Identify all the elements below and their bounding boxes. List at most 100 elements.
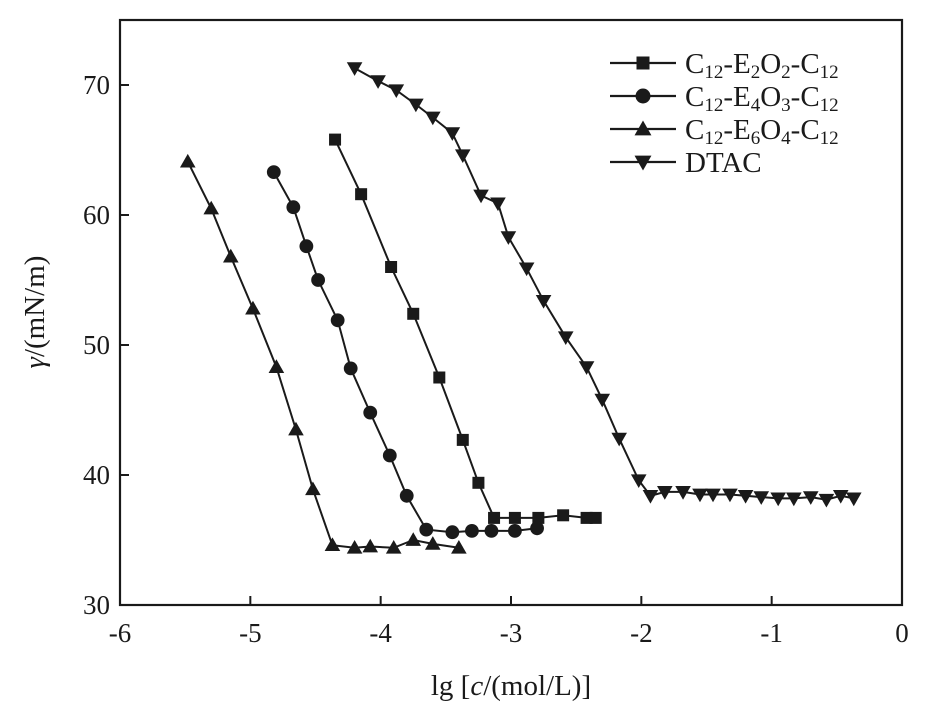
x-tick-label: -6: [109, 618, 132, 648]
y-tick-label: 60: [83, 200, 110, 230]
data-point: [635, 88, 651, 104]
data-point: [299, 239, 314, 254]
data-point: [222, 248, 239, 263]
data-point: [385, 261, 398, 273]
data-point: [329, 133, 342, 146]
series-triangle-down: [346, 62, 862, 508]
data-point: [245, 300, 261, 315]
y-axis-label: γ/(mN/m): [19, 256, 51, 369]
data-point: [382, 448, 397, 463]
series-line: [272, 171, 538, 534]
data-point: [388, 84, 405, 98]
data-point: [408, 98, 424, 113]
axes: -6 -5 -4 -3 -2 -1 0 30 40 50 60 70: [83, 70, 909, 648]
data-point: [472, 476, 485, 489]
data-point: [451, 540, 467, 554]
data-point: [425, 111, 441, 126]
data-point: [399, 488, 414, 503]
data-point: [705, 488, 721, 503]
legend-item: C12-E4O3-C12: [610, 81, 839, 116]
x-tick-label: 0: [895, 618, 909, 648]
data-point: [445, 525, 460, 540]
data-point: [753, 491, 770, 505]
data-point: [484, 524, 499, 538]
x-tick-label: -5: [239, 618, 262, 648]
data-point: [557, 509, 570, 522]
y-tick-label: 50: [83, 330, 110, 360]
data-point: [786, 492, 802, 507]
data-point: [802, 491, 819, 505]
series-line: [186, 161, 460, 549]
data-point: [692, 488, 708, 503]
data-point: [634, 120, 652, 136]
legend-label: C12-E4O3-C12: [685, 81, 839, 116]
data-point: [286, 200, 301, 215]
data-point: [203, 200, 220, 215]
x-tick-label: -1: [760, 618, 783, 648]
data-point: [594, 393, 611, 408]
data-point: [288, 421, 304, 436]
data-point: [845, 492, 862, 507]
data-point: [362, 538, 379, 553]
data-point: [770, 492, 786, 507]
data-point: [385, 540, 402, 554]
data-point: [832, 489, 849, 504]
series-square: [329, 133, 602, 524]
data-point: [444, 127, 461, 141]
data-point: [508, 524, 522, 538]
x-axis-label: lg [c/(mol/L)]: [431, 670, 591, 702]
data-point: [363, 405, 378, 420]
data-point: [634, 155, 652, 171]
data-point: [305, 481, 321, 496]
data-point: [557, 331, 574, 345]
data-point: [465, 524, 479, 538]
data-point: [311, 273, 326, 287]
data-point: [343, 361, 358, 376]
x-tick-label: -2: [630, 618, 653, 648]
data-point: [346, 62, 363, 76]
legend-item: DTAC: [610, 147, 762, 179]
data-point: [530, 521, 544, 536]
data-point: [370, 75, 386, 89]
data-point: [656, 486, 673, 500]
data-point: [346, 540, 363, 554]
data-point: [722, 488, 738, 503]
y-tick-label: 40: [83, 460, 110, 490]
data-point: [500, 231, 517, 245]
series-circle: [266, 165, 544, 540]
data-point: [532, 511, 545, 524]
data-point: [611, 432, 627, 447]
data-point: [330, 313, 345, 328]
legend-label: C12-E2O2-C12: [685, 48, 839, 83]
data-point: [490, 197, 506, 212]
data-point: [675, 486, 691, 500]
data-point: [535, 294, 552, 309]
legend-item: C12-E2O2-C12: [610, 48, 839, 83]
data-point: [456, 433, 469, 446]
data-point: [407, 307, 420, 320]
data-point: [425, 536, 441, 550]
data-point: [266, 165, 281, 180]
series-triangle-up: [179, 153, 467, 554]
data-point: [179, 153, 196, 168]
data-point: [636, 56, 650, 70]
data-point: [642, 489, 659, 504]
data-point: [454, 149, 471, 163]
series-layer: [179, 62, 862, 554]
data-point: [518, 262, 535, 277]
data-point: [630, 474, 647, 488]
data-point: [419, 522, 434, 537]
y-tick-label: 30: [83, 590, 110, 620]
data-point: [508, 511, 521, 524]
legend-label: C12-E6O4-C12: [685, 114, 839, 149]
data-point: [355, 188, 368, 201]
data-point: [488, 511, 501, 524]
series-line: [334, 139, 596, 519]
data-point: [268, 359, 285, 373]
data-point: [737, 489, 754, 504]
data-point: [433, 371, 446, 384]
data-point: [324, 537, 341, 552]
x-tick-label: -4: [369, 618, 392, 648]
